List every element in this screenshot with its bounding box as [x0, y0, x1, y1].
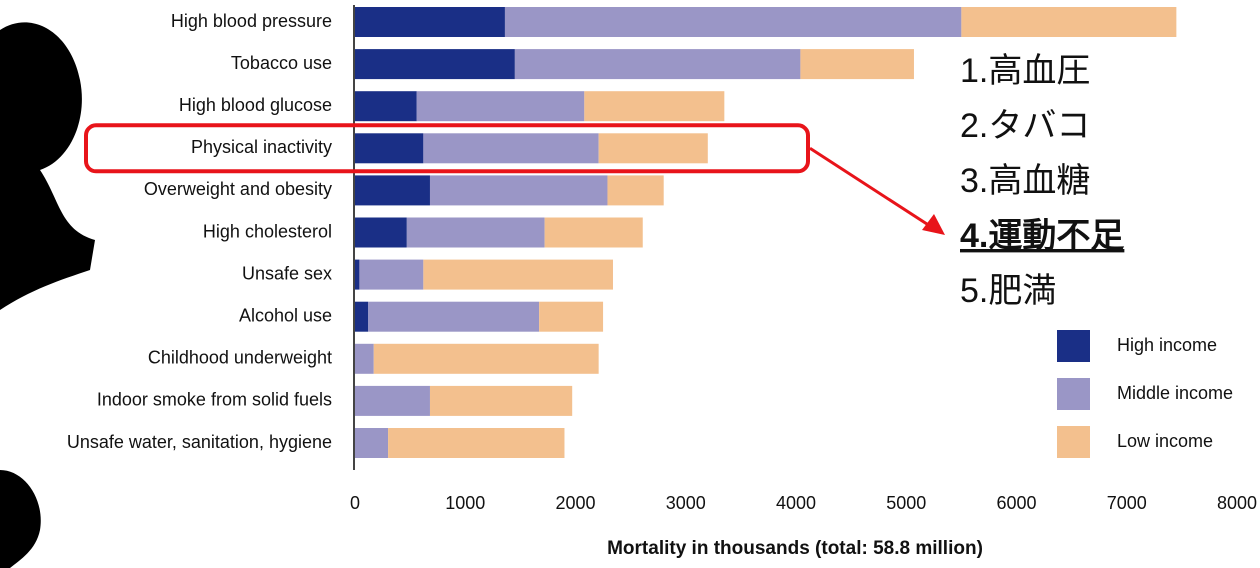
bar-segment — [545, 218, 643, 248]
y-tick-label: High cholesterol — [203, 221, 332, 241]
x-tick-label: 7000 — [1107, 493, 1147, 513]
bar-segment — [355, 386, 430, 416]
bar-segment — [374, 344, 599, 374]
x-tick-label: 4000 — [776, 493, 816, 513]
y-tick-label: Indoor smoke from solid fuels — [97, 390, 332, 410]
bar-segment — [430, 386, 572, 416]
x-tick-label: 0 — [350, 493, 360, 513]
silhouette — [0, 470, 41, 568]
bar-segment — [607, 175, 663, 205]
bar-segment — [368, 302, 539, 332]
bar-segment — [407, 218, 545, 248]
arrow-line — [810, 148, 930, 226]
legend-swatch — [1057, 378, 1090, 410]
bar-segment — [355, 260, 359, 290]
x-tick-label: 6000 — [996, 493, 1036, 513]
legend-label: Low income — [1117, 431, 1213, 451]
y-tick-label: Alcohol use — [239, 305, 332, 325]
bar-segment — [359, 260, 423, 290]
x-tick-label: 1000 — [445, 493, 485, 513]
y-tick-label: Overweight and obesity — [144, 179, 332, 199]
bar-segment — [539, 302, 603, 332]
bar-segment — [584, 91, 724, 121]
annotation: 4.運動不足 — [960, 217, 1124, 255]
bar-segment — [355, 302, 368, 332]
annotation: 5.肥満 — [960, 272, 1056, 310]
x-tick-label: 2000 — [555, 493, 595, 513]
y-tick-label: Unsafe water, sanitation, hygiene — [67, 432, 332, 452]
chart: Mortality in thousands (total: 58.8 mill… — [0, 0, 1260, 568]
bar-segment — [800, 49, 914, 79]
bar-segment — [355, 175, 430, 205]
y-tick-label: Tobacco use — [231, 53, 332, 73]
bar-segment — [355, 7, 505, 37]
bar-segment — [423, 133, 598, 163]
annotation: 3.高血糖 — [960, 162, 1090, 200]
bar-segment — [505, 7, 961, 37]
bar-segment — [355, 91, 417, 121]
bar-segment — [355, 428, 388, 458]
legend-label: High income — [1117, 335, 1217, 355]
annotation: 1.高血圧 — [960, 52, 1090, 90]
bar-segment — [355, 344, 374, 374]
y-tick-label: Childhood underweight — [148, 348, 332, 368]
bar-segment — [355, 218, 407, 248]
bar-segment — [417, 91, 585, 121]
y-tick-label: High blood glucose — [179, 95, 332, 115]
x-tick-label: 5000 — [886, 493, 926, 513]
annotation: 2.タバコ — [960, 107, 1090, 145]
bar-segment — [430, 175, 608, 205]
x-axis-title: Mortality in thousands (total: 58.8 mill… — [607, 538, 983, 559]
x-tick-label: 3000 — [666, 493, 706, 513]
y-tick-label: High blood pressure — [171, 11, 332, 31]
silhouette — [0, 22, 95, 310]
legend-swatch — [1057, 426, 1090, 458]
legend-swatch — [1057, 330, 1090, 362]
bar-segment — [355, 49, 515, 79]
bar-segment — [961, 7, 1176, 37]
x-tick-label: 8000 — [1217, 493, 1257, 513]
bar-segment — [423, 260, 613, 290]
bar-segment — [599, 133, 708, 163]
legend-label: Middle income — [1117, 383, 1233, 403]
bar-segment — [515, 49, 801, 79]
y-tick-label: Unsafe sex — [242, 263, 332, 283]
bar-segment — [388, 428, 564, 458]
y-tick-label: Physical inactivity — [191, 137, 332, 157]
bar-segment — [355, 133, 423, 163]
